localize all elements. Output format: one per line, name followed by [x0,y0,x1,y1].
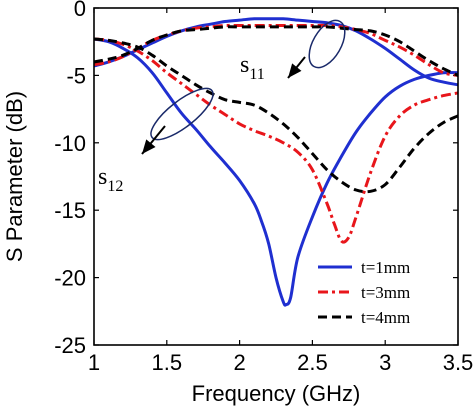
plot-frame [93,7,459,346]
x-tick-label: 2 [233,350,245,375]
legend-label: t=4mm [361,308,410,327]
s12-label-subscript: 12 [107,178,123,195]
series-line-t4mm-s12 [93,37,459,194]
s12-highlight-ellipse [150,87,214,141]
y-tick-label: -10 [54,131,86,156]
s11-highlight-ellipse [308,19,346,69]
y-tick-label: -5 [66,63,86,88]
series-layer [93,17,459,307]
series-line-t1mm-s12 [93,37,459,307]
x-tick-label: 3.5 [443,350,474,375]
s11-label-subscript: 11 [249,66,264,83]
x-tick-label: 1 [88,350,100,375]
s12-arrow-head [142,139,156,154]
series-line-t1mm-s11 [93,17,459,87]
x-tick-label: 2.5 [297,350,328,375]
s12-label-base: s [98,164,107,190]
s11-label: s11 [240,52,265,83]
legend-label: t=1mm [361,258,410,277]
series-line-t4mm-s11 [93,25,459,77]
legend-label: t=3mm [361,283,410,302]
series-line-t3mm-s12 [93,37,459,244]
x-axis-label: Frequency (GHz) [192,381,361,406]
s11-label-base: s [240,52,249,78]
x-tick-label: 1.5 [152,350,183,375]
s12-label: s12 [98,164,123,195]
s11-arrow-head [288,63,302,78]
y-tick-label: -20 [54,266,86,291]
legend: t=1mm t=3mm t=4mm [318,258,410,327]
y-tick-label: 0 [74,0,86,21]
x-tick-label: 3 [379,350,391,375]
y-axis-label: S Parameter (dB) [2,91,27,262]
y-tick-label: -25 [54,333,86,358]
y-tick-label: -15 [54,198,86,223]
